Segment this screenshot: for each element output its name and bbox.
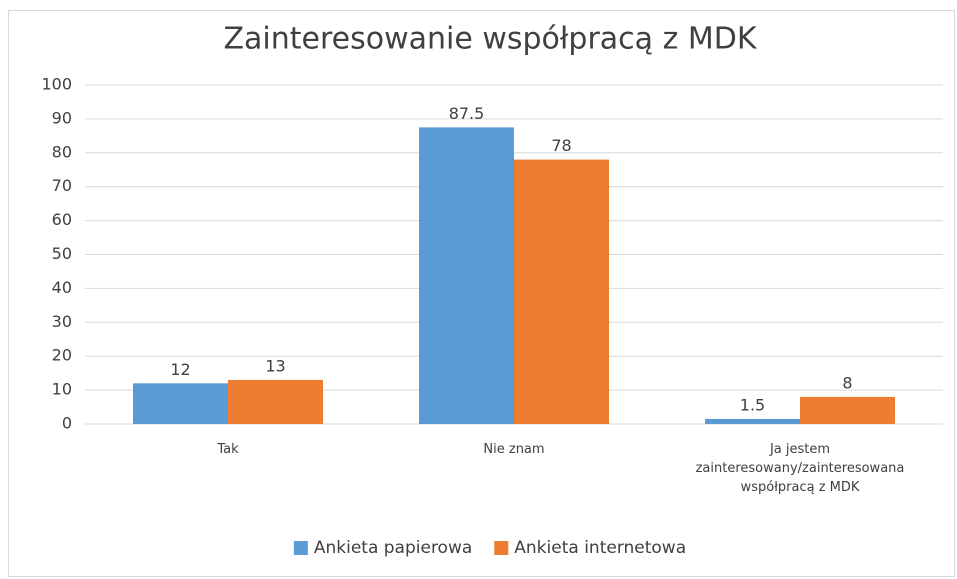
chart-title: Zainteresowanie współpracą z MDK	[223, 22, 757, 57]
y-tick-label: 100	[41, 75, 72, 94]
y-tick-label: 80	[52, 142, 72, 161]
bar	[514, 159, 609, 424]
x-tick-label: Nie znam	[483, 442, 545, 457]
bar	[228, 379, 323, 424]
y-tick-label: 50	[52, 244, 72, 263]
y-tick-label: 90	[52, 108, 72, 127]
y-tick-label: 30	[52, 312, 72, 331]
data-label: 87.5	[449, 104, 485, 123]
data-label: 8	[842, 373, 852, 392]
legend-label: Ankieta papierowa	[314, 538, 472, 558]
data-label: 12	[170, 360, 190, 379]
y-tick-label: 0	[62, 414, 72, 433]
bar	[419, 127, 514, 424]
bar	[705, 418, 800, 424]
bar	[800, 396, 895, 424]
legend-swatch	[494, 541, 509, 555]
data-label: 1.5	[740, 395, 765, 414]
data-label: 13	[265, 356, 285, 375]
data-label: 78	[551, 136, 571, 155]
y-tick-label: 40	[52, 278, 72, 297]
legend-swatch	[293, 541, 308, 555]
y-tick-label: 20	[52, 346, 72, 365]
x-tick-label: Ja jestem zainteresowany/zainteresowana …	[695, 442, 905, 495]
y-tick-label: 10	[52, 380, 72, 399]
y-tick-label: 70	[52, 176, 72, 195]
y-tick-label: 60	[52, 210, 72, 229]
bar	[133, 383, 228, 424]
legend-label: Ankieta internetowa	[514, 538, 686, 558]
x-tick-label: Tak	[217, 442, 239, 457]
